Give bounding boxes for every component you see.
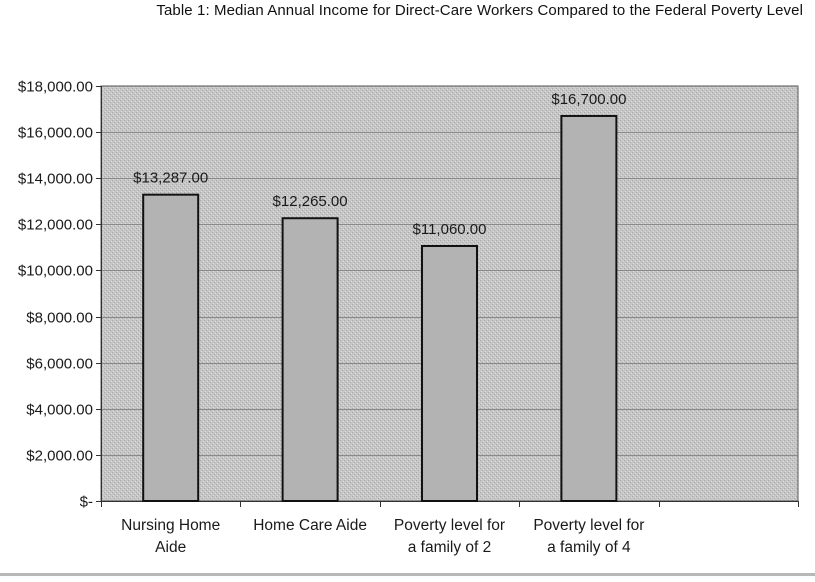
y-tick-label: $8,000.00: [26, 310, 93, 327]
data-label: $11,060.00: [413, 221, 487, 238]
y-tick-label: $4,000.00: [26, 402, 93, 419]
y-tick-label: $6,000.00: [26, 356, 93, 373]
chart-title: Table 1: Median Annual Income for Direct…: [156, 2, 803, 19]
bar: [281, 217, 339, 503]
bar: [421, 245, 478, 502]
bar: [142, 193, 200, 502]
y-tick-label: $14,000.00: [18, 171, 93, 188]
data-label: $16,700.00: [551, 91, 626, 108]
x-category-label: a family of 2: [408, 539, 492, 556]
bars: [142, 114, 618, 503]
data-label: $12,265.00: [273, 193, 348, 210]
y-tick-label: $18,000.00: [18, 79, 93, 96]
y-tick-label: $12,000.00: [18, 217, 93, 234]
labels: $- $2,000.00 $4,000.00 $6,000.00 $8,000.00 $1…: [18, 79, 645, 557]
y-tick-label: $-: [80, 494, 93, 511]
y-tick-label: $16,000.00: [18, 125, 93, 142]
y-tick-label: $10,000.00: [18, 263, 93, 280]
x-category-label: Poverty level for: [533, 517, 644, 534]
bar: [560, 114, 618, 502]
x-category-label: Nursing Home: [121, 517, 220, 534]
x-category-label: a family of 4: [547, 539, 631, 556]
y-tick-label: $2,000.00: [26, 448, 93, 465]
x-category-label: Aide: [155, 539, 186, 556]
bottom-edge-line: [0, 573, 815, 576]
x-category-label: Home Care Aide: [253, 517, 367, 534]
data-label: $13,287.00: [133, 170, 208, 187]
x-category-label: Poverty level for: [394, 517, 505, 534]
